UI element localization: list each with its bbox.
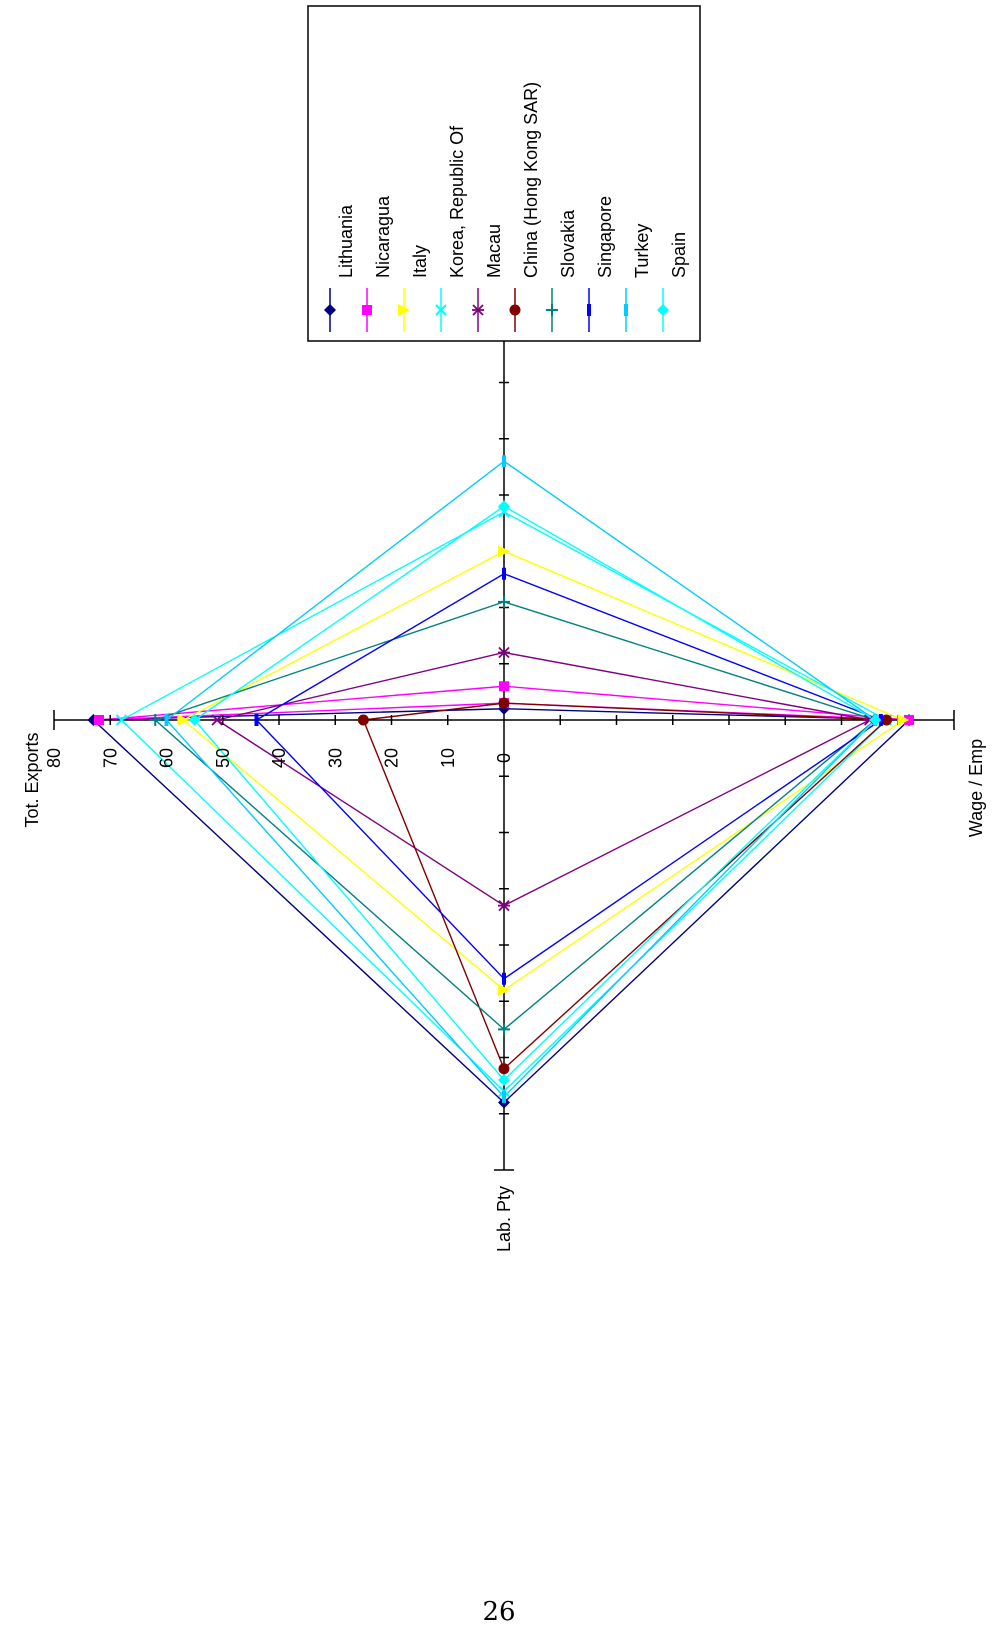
radial-tick-label-50: 50 <box>213 748 233 768</box>
series-slovakia-point-lab-pty <box>498 1023 510 1036</box>
legend-marker-macau <box>472 304 484 316</box>
series-macau-line <box>215 651 872 907</box>
axis-label-lab-pty: Lab. Pty <box>494 1186 514 1252</box>
series-italy-point-wage-emp <box>897 714 910 726</box>
series-china-hong-kong-sar-point-wage-emp <box>881 714 892 726</box>
page-number: 26 <box>482 1597 516 1627</box>
series-spain-point-wage-emp <box>869 714 882 726</box>
series-italy-point-prod <box>498 545 510 558</box>
series-spain-point-prod <box>498 500 510 513</box>
radial-tick-label-80: 80 <box>44 748 64 768</box>
series-singapore-point-lab-pty <box>502 972 506 985</box>
radial-tick-label-30: 30 <box>325 748 345 768</box>
series-lines <box>91 460 911 1104</box>
radial-tick-label-10: 10 <box>438 748 458 768</box>
radial-tick-label-0: 0 <box>494 753 514 763</box>
series-turkey-point-prod <box>502 455 506 468</box>
series-macau-point-prod <box>498 646 510 659</box>
series-turkey-point-lab-pty <box>502 1090 506 1103</box>
legend-label-lithuania: Lithuania <box>336 204 356 278</box>
legend-label-nicaragua: Nicaragua <box>373 195 393 278</box>
series-italy-point-lab-pty <box>498 984 510 996</box>
legend: Lithuania Nicaragua Italy Korea, Republic O… <box>307 5 701 342</box>
legend-marker-slovakia <box>546 304 558 316</box>
series-china-hong-kong-sar-point-prod <box>498 697 510 709</box>
legend-label-slovakia: Slovakia <box>558 209 578 278</box>
legend-marker-singapore <box>587 304 591 316</box>
legend-marker-spain <box>657 304 669 316</box>
legend-marker-turkey <box>624 304 628 316</box>
series-slovakia-point-prod <box>498 595 510 608</box>
series-turkey-point-tot-exports <box>164 714 169 726</box>
series-slovakia-line <box>153 601 877 1031</box>
radial-tick-label-60: 60 <box>157 748 177 768</box>
radial-tick-label-70: 70 <box>100 748 120 768</box>
legend-label-singapore: Singapore <box>595 196 615 278</box>
legend-marker-lithuania <box>324 304 336 316</box>
series-nicaragua-point-tot-exports <box>94 715 104 725</box>
axis-label-wage-emp: Wage / Emp <box>966 739 986 837</box>
series-korea-republic-of-point-tot-exports <box>115 714 128 726</box>
legend-label-macau: Macau <box>484 224 504 278</box>
legend-marker-italy <box>398 304 410 316</box>
series-china-hong-kong-sar-point-tot-exports <box>357 714 369 726</box>
series-nicaragua-point-prod <box>499 681 509 692</box>
series-china-hong-kong-sar-point-lab-pty <box>498 1063 510 1075</box>
series-turkey-line <box>165 460 877 1098</box>
series-spain-point-lab-pty <box>498 1074 510 1086</box>
legend-marker-china-hong-kong-sar <box>509 304 521 316</box>
legend-box <box>307 5 701 342</box>
series-slovakia-point-tot-exports <box>149 714 162 726</box>
legend-label-turkey: Turkey <box>632 224 652 278</box>
series-singapore-point-prod <box>502 567 506 580</box>
series-italy-line <box>182 550 905 991</box>
series-singapore-line <box>255 572 883 980</box>
radial-tick-label-20: 20 <box>382 748 402 768</box>
series-macau-point-lab-pty <box>498 899 510 912</box>
legend-marker-korea-republic-of <box>435 304 447 316</box>
legend-label-italy: Italy <box>410 245 430 278</box>
series-macau-point-tot-exports <box>211 714 224 726</box>
legend-marker-nicaragua <box>362 305 372 315</box>
radial-tick-label-40: 40 <box>269 748 289 768</box>
series-italy-point-tot-exports <box>177 714 190 726</box>
series-singapore-point-tot-exports <box>254 714 259 726</box>
series-markers <box>87 455 915 1109</box>
series-spain-point-tot-exports <box>188 714 201 726</box>
legend-label-korea-republic-of: Korea, Republic Of <box>447 125 467 278</box>
legend-label-china-hong-kong-sar: China (Hong Kong SAR) <box>521 82 541 278</box>
legend-label-spain: Spain <box>669 232 689 278</box>
radial-tick-labels: 80 70 60 50 40 30 20 10 0 <box>44 748 514 768</box>
axis-label-tot-exports: Tot. Exports <box>22 732 42 827</box>
